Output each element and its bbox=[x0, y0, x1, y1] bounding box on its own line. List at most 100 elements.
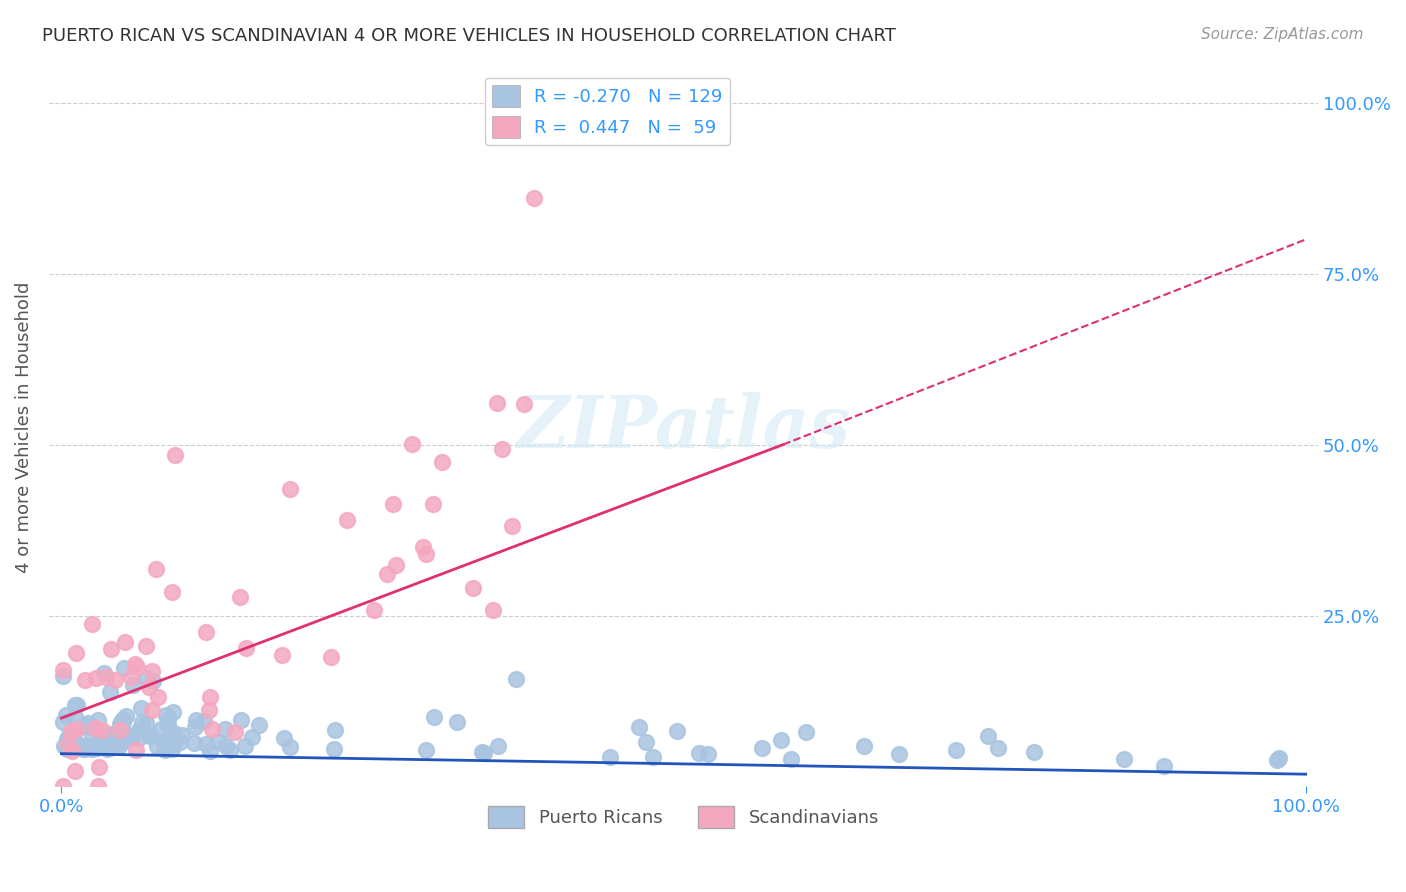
Point bbox=[422, 497, 444, 511]
Point bbox=[138, 727, 160, 741]
Point bbox=[201, 723, 224, 737]
Point bbox=[172, 728, 194, 742]
Point bbox=[363, 603, 385, 617]
Point bbox=[82, 730, 104, 744]
Point bbox=[945, 742, 967, 756]
Point bbox=[224, 724, 246, 739]
Point bbox=[104, 673, 127, 687]
Point bbox=[122, 678, 145, 692]
Point bbox=[382, 498, 405, 512]
Text: Source: ZipAtlas.com: Source: ZipAtlas.com bbox=[1201, 27, 1364, 42]
Point bbox=[75, 673, 97, 687]
Point bbox=[62, 729, 84, 743]
Point bbox=[82, 617, 104, 632]
Point bbox=[96, 742, 118, 756]
Point bbox=[198, 703, 221, 717]
Point bbox=[65, 646, 87, 660]
Point bbox=[194, 737, 217, 751]
Point bbox=[56, 731, 79, 745]
Point bbox=[415, 547, 437, 561]
Point bbox=[184, 720, 207, 734]
Point bbox=[987, 741, 1010, 756]
Point bbox=[128, 723, 150, 737]
Point bbox=[112, 734, 135, 748]
Point bbox=[56, 737, 79, 751]
Point bbox=[513, 397, 536, 411]
Point bbox=[156, 717, 179, 731]
Point bbox=[87, 760, 110, 774]
Point bbox=[194, 625, 217, 640]
Point bbox=[97, 734, 120, 748]
Point bbox=[112, 714, 135, 729]
Point bbox=[423, 710, 446, 724]
Point bbox=[135, 716, 157, 731]
Point bbox=[977, 730, 1000, 744]
Point bbox=[641, 750, 664, 764]
Point bbox=[160, 585, 183, 599]
Point bbox=[412, 540, 434, 554]
Point bbox=[60, 723, 83, 738]
Point bbox=[93, 665, 115, 680]
Point bbox=[100, 727, 122, 741]
Point bbox=[96, 728, 118, 742]
Point bbox=[87, 780, 110, 794]
Point bbox=[323, 723, 346, 738]
Point bbox=[853, 739, 876, 754]
Point bbox=[193, 714, 215, 728]
Point bbox=[150, 722, 173, 736]
Point bbox=[58, 738, 80, 752]
Point bbox=[1265, 753, 1288, 767]
Point bbox=[148, 690, 170, 704]
Point bbox=[184, 713, 207, 727]
Point bbox=[482, 603, 505, 617]
Point bbox=[889, 747, 911, 761]
Point bbox=[322, 742, 344, 756]
Point bbox=[53, 739, 76, 753]
Point bbox=[169, 735, 191, 749]
Point bbox=[219, 743, 242, 757]
Point bbox=[73, 719, 96, 733]
Point bbox=[472, 747, 495, 761]
Point bbox=[634, 734, 657, 748]
Point bbox=[240, 731, 263, 745]
Point bbox=[688, 746, 710, 760]
Point bbox=[79, 739, 101, 754]
Point bbox=[107, 724, 129, 739]
Point bbox=[124, 657, 146, 672]
Point bbox=[111, 712, 134, 726]
Point bbox=[628, 720, 651, 734]
Point bbox=[229, 590, 252, 604]
Point bbox=[152, 733, 174, 747]
Point bbox=[128, 731, 150, 745]
Point bbox=[183, 736, 205, 750]
Point bbox=[84, 721, 107, 735]
Point bbox=[146, 739, 169, 754]
Point bbox=[139, 729, 162, 743]
Point bbox=[125, 743, 148, 757]
Point bbox=[157, 712, 180, 726]
Point bbox=[1268, 751, 1291, 765]
Point bbox=[160, 742, 183, 756]
Point bbox=[666, 723, 689, 738]
Point bbox=[98, 685, 121, 699]
Point bbox=[127, 659, 149, 673]
Point bbox=[60, 739, 83, 753]
Point bbox=[159, 734, 181, 748]
Point bbox=[107, 736, 129, 750]
Point bbox=[115, 708, 138, 723]
Point bbox=[94, 729, 117, 743]
Point bbox=[100, 642, 122, 657]
Point bbox=[114, 634, 136, 648]
Point bbox=[235, 640, 257, 655]
Point bbox=[58, 740, 80, 755]
Point bbox=[214, 739, 236, 754]
Point bbox=[108, 716, 131, 731]
Point bbox=[273, 731, 295, 746]
Point bbox=[278, 482, 301, 496]
Point bbox=[142, 674, 165, 689]
Point bbox=[120, 731, 142, 745]
Point bbox=[501, 518, 523, 533]
Text: PUERTO RICAN VS SCANDINAVIAN 4 OR MORE VEHICLES IN HOUSEHOLD CORRELATION CHART: PUERTO RICAN VS SCANDINAVIAN 4 OR MORE V… bbox=[42, 27, 896, 45]
Point bbox=[52, 780, 75, 794]
Point bbox=[63, 698, 86, 712]
